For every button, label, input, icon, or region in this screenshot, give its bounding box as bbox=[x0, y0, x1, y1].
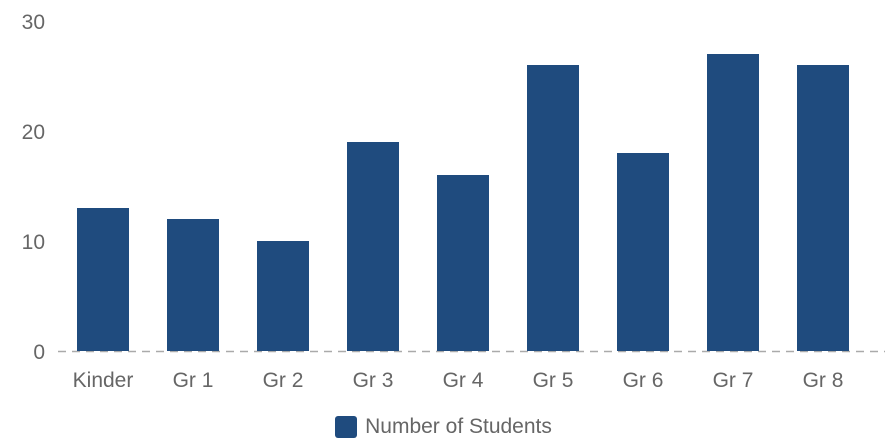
bar bbox=[707, 54, 759, 351]
x-tick-label: Gr 7 bbox=[713, 369, 754, 392]
y-tick-label: 30 bbox=[22, 11, 45, 34]
bar bbox=[797, 65, 849, 351]
x-tick-label: Gr 8 bbox=[803, 369, 844, 392]
bar bbox=[437, 175, 489, 351]
y-tick-label: 10 bbox=[22, 231, 45, 254]
bar bbox=[617, 153, 669, 351]
y-tick-label: 20 bbox=[22, 121, 45, 144]
bar bbox=[77, 208, 129, 351]
x-tick-label: Gr 2 bbox=[263, 369, 304, 392]
y-tick-label: 0 bbox=[33, 341, 45, 364]
x-tick-label: Gr 6 bbox=[623, 369, 664, 392]
legend: Number of Students bbox=[0, 412, 887, 442]
x-tick-label: Kinder bbox=[73, 369, 134, 392]
bars bbox=[77, 54, 849, 351]
bar bbox=[167, 219, 219, 351]
x-axis-ticks: Kinder Gr 1 Gr 2 Gr 3 Gr 4 Gr 5 Gr 6 Gr 7 Gr 8 bbox=[73, 369, 844, 392]
x-tick-label: Gr 4 bbox=[443, 369, 484, 392]
bar bbox=[347, 142, 399, 351]
x-tick-label: Gr 5 bbox=[533, 369, 574, 392]
x-tick-label: Gr 1 bbox=[173, 369, 214, 392]
bar bbox=[257, 241, 309, 351]
legend-label: Number of Students bbox=[365, 415, 552, 438]
bar bbox=[527, 65, 579, 351]
x-tick-label: Gr 3 bbox=[353, 369, 394, 392]
y-axis-ticks: 0 10 20 30 bbox=[22, 11, 45, 364]
legend-swatch bbox=[335, 416, 358, 438]
